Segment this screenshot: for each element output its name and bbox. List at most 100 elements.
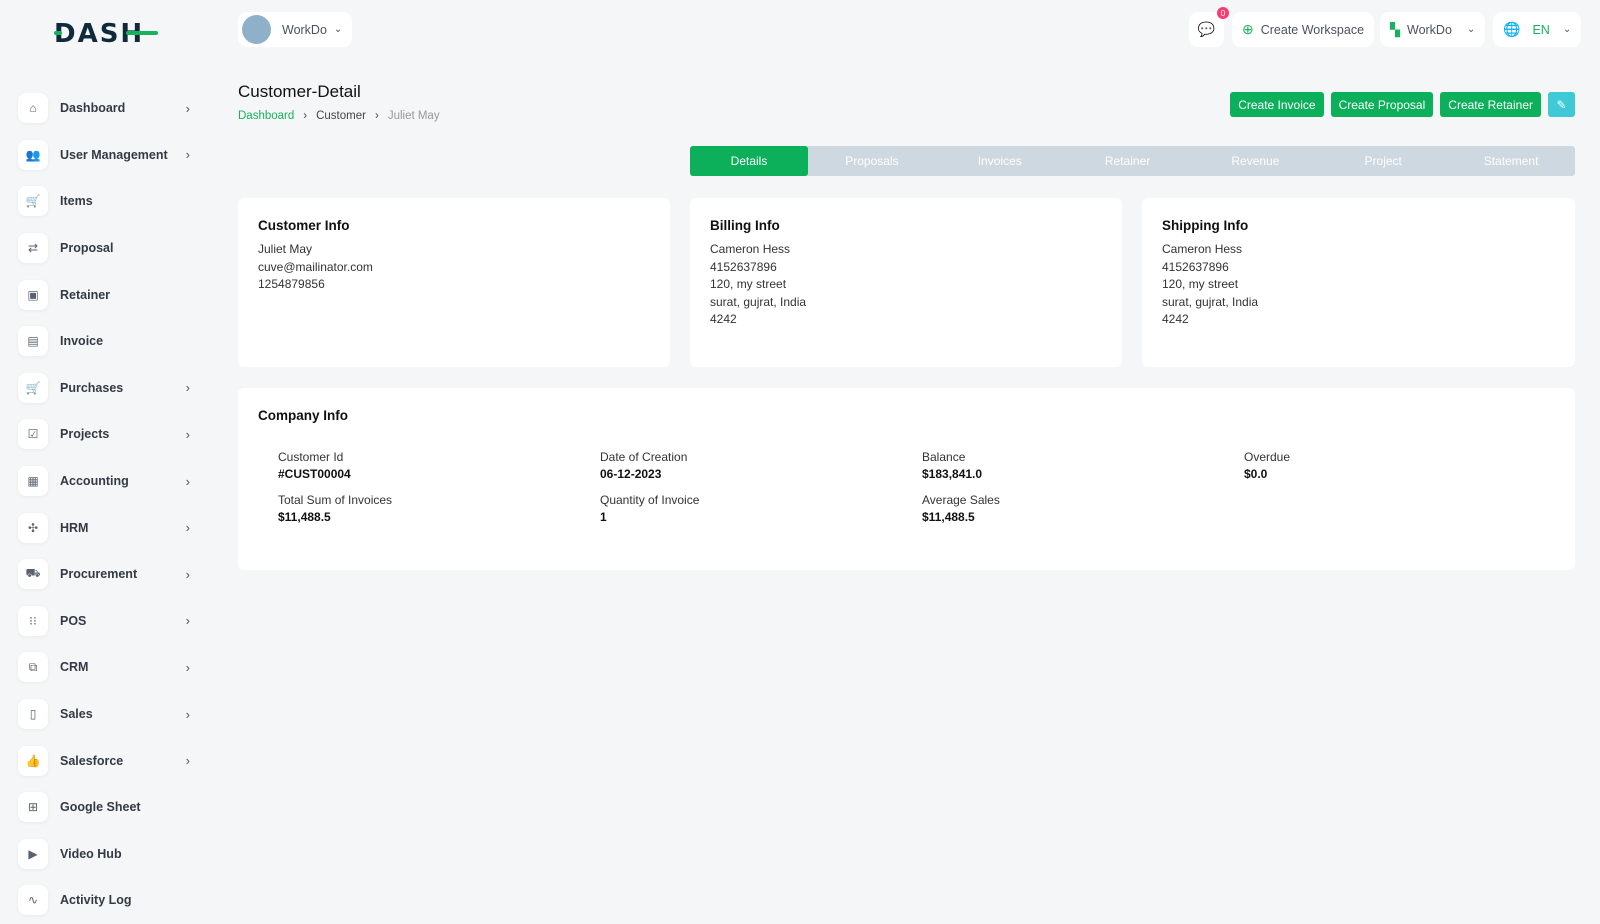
language-label: EN <box>1532 22 1550 37</box>
sidebar-item-sales[interactable]: ▯ Sales › <box>18 691 198 738</box>
sidebar-item-activity-log[interactable]: ∿ Activity Log <box>18 877 198 924</box>
sidebar-item-retainer[interactable]: ▣ Retainer <box>18 271 198 318</box>
customer-phone: 1254879856 <box>258 277 325 291</box>
sidebar-item-items[interactable]: 🛒 Items <box>18 178 198 225</box>
sidebar-item-label: Accounting <box>60 474 129 489</box>
chevron-right-icon: › <box>374 110 379 122</box>
create-invoice-button[interactable]: Create Invoice <box>1230 92 1324 117</box>
breadcrumb-customer[interactable]: Customer <box>316 110 366 122</box>
field-label: Quantity of Invoice <box>600 493 700 507</box>
sidebar-item-label: Invoice <box>60 334 104 349</box>
company-switcher[interactable]: ▚ WorkDo ⌄ <box>1380 12 1486 47</box>
sidebar-item-proposal[interactable]: ⇄ Proposal <box>18 225 198 272</box>
sidebar-item-procurement[interactable]: ⛟ Procurement › <box>18 551 198 598</box>
invoice-icon: ▤ <box>18 326 48 357</box>
billing-street: 120, my street <box>710 277 787 291</box>
sidebar-item-label: Salesforce <box>60 753 124 768</box>
sidebar-item-invoice[interactable]: ▤ Invoice <box>18 318 198 365</box>
sidebar-item-user-management[interactable]: 👥 User Management › <box>18 132 198 179</box>
globe-icon: 🌐 <box>1503 21 1521 37</box>
tab-bar: Details Proposals Invoices Retainer Revenue P… <box>690 146 1575 176</box>
field-label: Total Sum of Invoices <box>278 493 393 507</box>
sidebar-item-label: POS <box>60 613 87 628</box>
field-value: $11,488.5 <box>922 510 975 524</box>
field-label: Average Sales <box>922 493 1000 507</box>
edit-button[interactable]: ✎ <box>1548 92 1575 117</box>
sidebar-item-hrm[interactable]: ✣ HRM › <box>18 504 198 551</box>
tab-statement[interactable]: Statement <box>1483 154 1539 168</box>
chevron-right-icon: › <box>185 753 190 769</box>
field-value: $11,488.5 <box>278 510 331 524</box>
sidebar-item-label: Activity Log <box>60 893 132 908</box>
create-proposal-button[interactable]: Create Proposal <box>1330 92 1434 117</box>
workspace-switcher[interactable]: WorkDo ⌄ <box>238 12 353 47</box>
sidebar-item-salesforce[interactable]: 👍 Salesforce › <box>18 737 198 784</box>
cart-icon: 🛒 <box>18 186 48 217</box>
breadcrumb: Dashboard › Customer › Juliet May <box>238 110 440 122</box>
sidebar-item-dashboard[interactable]: ⌂ Dashboard › <box>18 85 198 132</box>
shipping-name: Cameron Hess <box>1162 242 1243 256</box>
chevron-right-icon: › <box>185 659 190 675</box>
tab-proposals[interactable]: Proposals <box>845 154 899 168</box>
sidebar: DASH ⌂ Dashboard › 👥 User Management › 🛒 Items ⇄… <box>0 0 210 916</box>
messages-button[interactable]: 💬 0 <box>1189 7 1229 47</box>
billing-info-card: Billing Info Cameron Hess 4152637896 120… <box>690 198 1122 367</box>
field-label: Balance <box>922 450 966 464</box>
company-info-card: Company Info Customer Id #CUST00004 Date o… <box>238 388 1575 570</box>
breadcrumb-dashboard[interactable]: Dashboard <box>238 110 295 122</box>
sidebar-item-google-sheet[interactable]: ⊞ Google Sheet <box>18 784 198 831</box>
billing-phone: 4152637896 <box>710 259 777 274</box>
tab-project[interactable]: Project <box>1364 154 1402 168</box>
billing-city: surat, gujrat, India <box>710 294 807 309</box>
sidebar-item-label: Video Hub <box>60 846 122 861</box>
video-icon: ▶ <box>18 838 48 869</box>
create-retainer-button[interactable]: Create Retainer <box>1440 92 1541 117</box>
cart-icon: 🛒 <box>18 372 48 403</box>
chevron-right-icon: › <box>185 426 190 442</box>
activity-icon: ∿ <box>18 885 48 916</box>
sidebar-item-label: Sales <box>60 707 93 722</box>
users-icon: 👥 <box>18 139 48 170</box>
tab-revenue[interactable]: Revenue <box>1231 154 1280 168</box>
plus-circle-icon: ⊕ <box>1242 21 1254 37</box>
shipping-phone: 4152637896 <box>1162 259 1229 274</box>
field-label: Customer Id <box>278 450 344 464</box>
dash-logo[interactable]: DASH <box>54 20 158 46</box>
chevron-down-icon: ⌄ <box>1466 24 1476 35</box>
sidebar-item-crm[interactable]: ⧉ CRM › <box>18 644 198 691</box>
tab-invoices[interactable]: Invoices <box>977 154 1022 168</box>
billing-name: Cameron Hess <box>710 242 791 256</box>
language-switcher[interactable]: 🌐 EN ⌄ <box>1493 12 1582 47</box>
field-label: Overdue <box>1244 450 1291 464</box>
breadcrumb-current: Juliet May <box>387 110 440 122</box>
sidebar-item-label: HRM <box>60 520 89 535</box>
company-field: Total Sum of Invoices $11,488.5 <box>278 493 600 524</box>
card-title: Company Info <box>258 408 348 423</box>
create-workspace-button[interactable]: ⊕ Create Workspace <box>1232 12 1375 47</box>
company-field: Overdue $0.0 <box>1244 450 1566 481</box>
sidebar-item-accounting[interactable]: ▦ Accounting › <box>18 458 198 505</box>
chevron-right-icon: › <box>185 566 190 582</box>
sidebar-item-purchases[interactable]: 🛒 Purchases › <box>18 365 198 412</box>
field-value: 1 <box>600 510 607 524</box>
chevron-right-icon: › <box>185 473 190 489</box>
tab-retainer[interactable]: Retainer <box>1104 154 1151 168</box>
sidebar-nav: ⌂ Dashboard › 👥 User Management › 🛒 Items ⇄ Propo… <box>18 85 198 924</box>
retainer-icon: ▣ <box>18 279 48 310</box>
sidebar-item-video-hub[interactable]: ▶ Video Hub <box>18 831 198 878</box>
chevron-right-icon: › <box>185 706 190 722</box>
card-title: Billing Info <box>710 218 780 233</box>
company-field: Quantity of Invoice 1 <box>600 493 922 524</box>
tab-details[interactable]: Details <box>690 146 808 176</box>
sidebar-item-label: Purchases <box>60 380 124 395</box>
sidebar-item-projects[interactable]: ☑ Projects › <box>18 411 198 458</box>
billing-zip: 4242 <box>710 312 737 326</box>
pencil-icon: ✎ <box>1556 97 1567 112</box>
customer-email: cuve@mailinator.com <box>258 259 373 274</box>
chevron-right-icon: › <box>185 520 190 536</box>
chevron-right-icon: › <box>185 380 190 396</box>
shipping-zip: 4242 <box>1162 312 1189 326</box>
chevron-right-icon: › <box>185 147 190 163</box>
proposal-icon: ⇄ <box>18 233 48 264</box>
sidebar-item-pos[interactable]: ⁝⁝ POS › <box>18 598 198 645</box>
